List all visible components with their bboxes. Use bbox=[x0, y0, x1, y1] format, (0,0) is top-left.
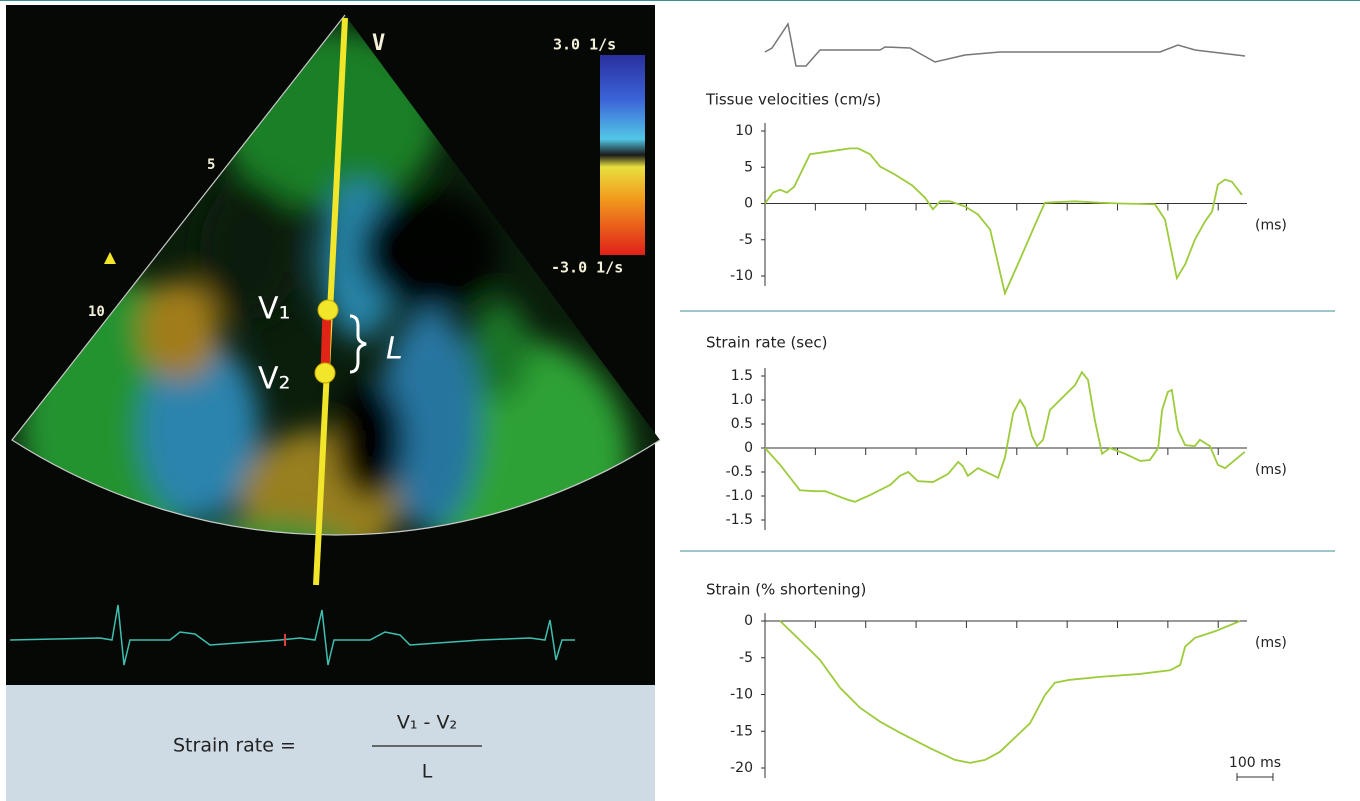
data-line bbox=[779, 620, 1241, 764]
color-bar bbox=[600, 55, 645, 255]
depth-label: 5 bbox=[207, 157, 215, 173]
beam-label: V bbox=[372, 31, 385, 56]
formula-numerator: V₁ - V₂ bbox=[397, 712, 457, 734]
y-tick-label: 0 bbox=[744, 440, 753, 456]
y-tick-label: -20 bbox=[730, 760, 753, 776]
y-tick-label: -15 bbox=[730, 723, 753, 739]
y-tick-label: 1.5 bbox=[731, 368, 753, 384]
scale-bar-label: 100 ms bbox=[1229, 755, 1281, 771]
y-tick-label: -5 bbox=[739, 650, 753, 666]
marker bbox=[104, 252, 116, 264]
scale-bottom: -3.0 1/s bbox=[551, 259, 623, 277]
echo-sector bbox=[12, 15, 660, 536]
chart-title: Strain rate (sec) bbox=[706, 334, 827, 352]
formula-lhs: Strain rate = bbox=[173, 735, 296, 757]
point-label: V₁ bbox=[258, 292, 291, 327]
x-axis-label: (ms) bbox=[1255, 218, 1287, 234]
y-tick-label: -1.0 bbox=[726, 488, 753, 504]
data-line bbox=[764, 370, 1246, 503]
reference-trace bbox=[764, 22, 1246, 67]
sector-outline bbox=[11, 14, 661, 536]
point-v2 bbox=[314, 362, 336, 384]
y-tick-label: 5 bbox=[744, 159, 753, 175]
y-tick-label: -10 bbox=[730, 268, 753, 284]
depth-label: 10 bbox=[88, 304, 105, 320]
x-axis-label: (ms) bbox=[1255, 462, 1287, 478]
formula-denominator: L bbox=[422, 761, 433, 783]
scale-top: 3.0 1/s bbox=[553, 36, 616, 54]
y-tick-label: 10 bbox=[735, 123, 753, 139]
length-label: L bbox=[386, 332, 403, 367]
y-tick-label: -10 bbox=[730, 687, 753, 703]
ecg-trace bbox=[9, 604, 575, 666]
y-tick-label: -1.5 bbox=[726, 512, 753, 528]
y-tick-label: 1.0 bbox=[731, 392, 753, 408]
y-tick-label: 0 bbox=[744, 613, 753, 629]
y-tick-label: -5 bbox=[739, 232, 753, 248]
y-tick-label: -0.5 bbox=[726, 464, 753, 480]
formula-box bbox=[6, 685, 655, 801]
point-v1 bbox=[317, 299, 339, 321]
chart-title: Strain (% shortening) bbox=[706, 581, 866, 599]
brace bbox=[349, 314, 367, 374]
point-label: V₂ bbox=[258, 362, 291, 397]
chart-title: Tissue velocities (cm/s) bbox=[705, 91, 881, 109]
y-tick-label: 0.5 bbox=[731, 416, 753, 432]
x-axis-label: (ms) bbox=[1255, 635, 1287, 651]
segment bbox=[320, 309, 332, 374]
y-tick-label: 0 bbox=[744, 196, 753, 212]
data-line bbox=[764, 147, 1243, 297]
